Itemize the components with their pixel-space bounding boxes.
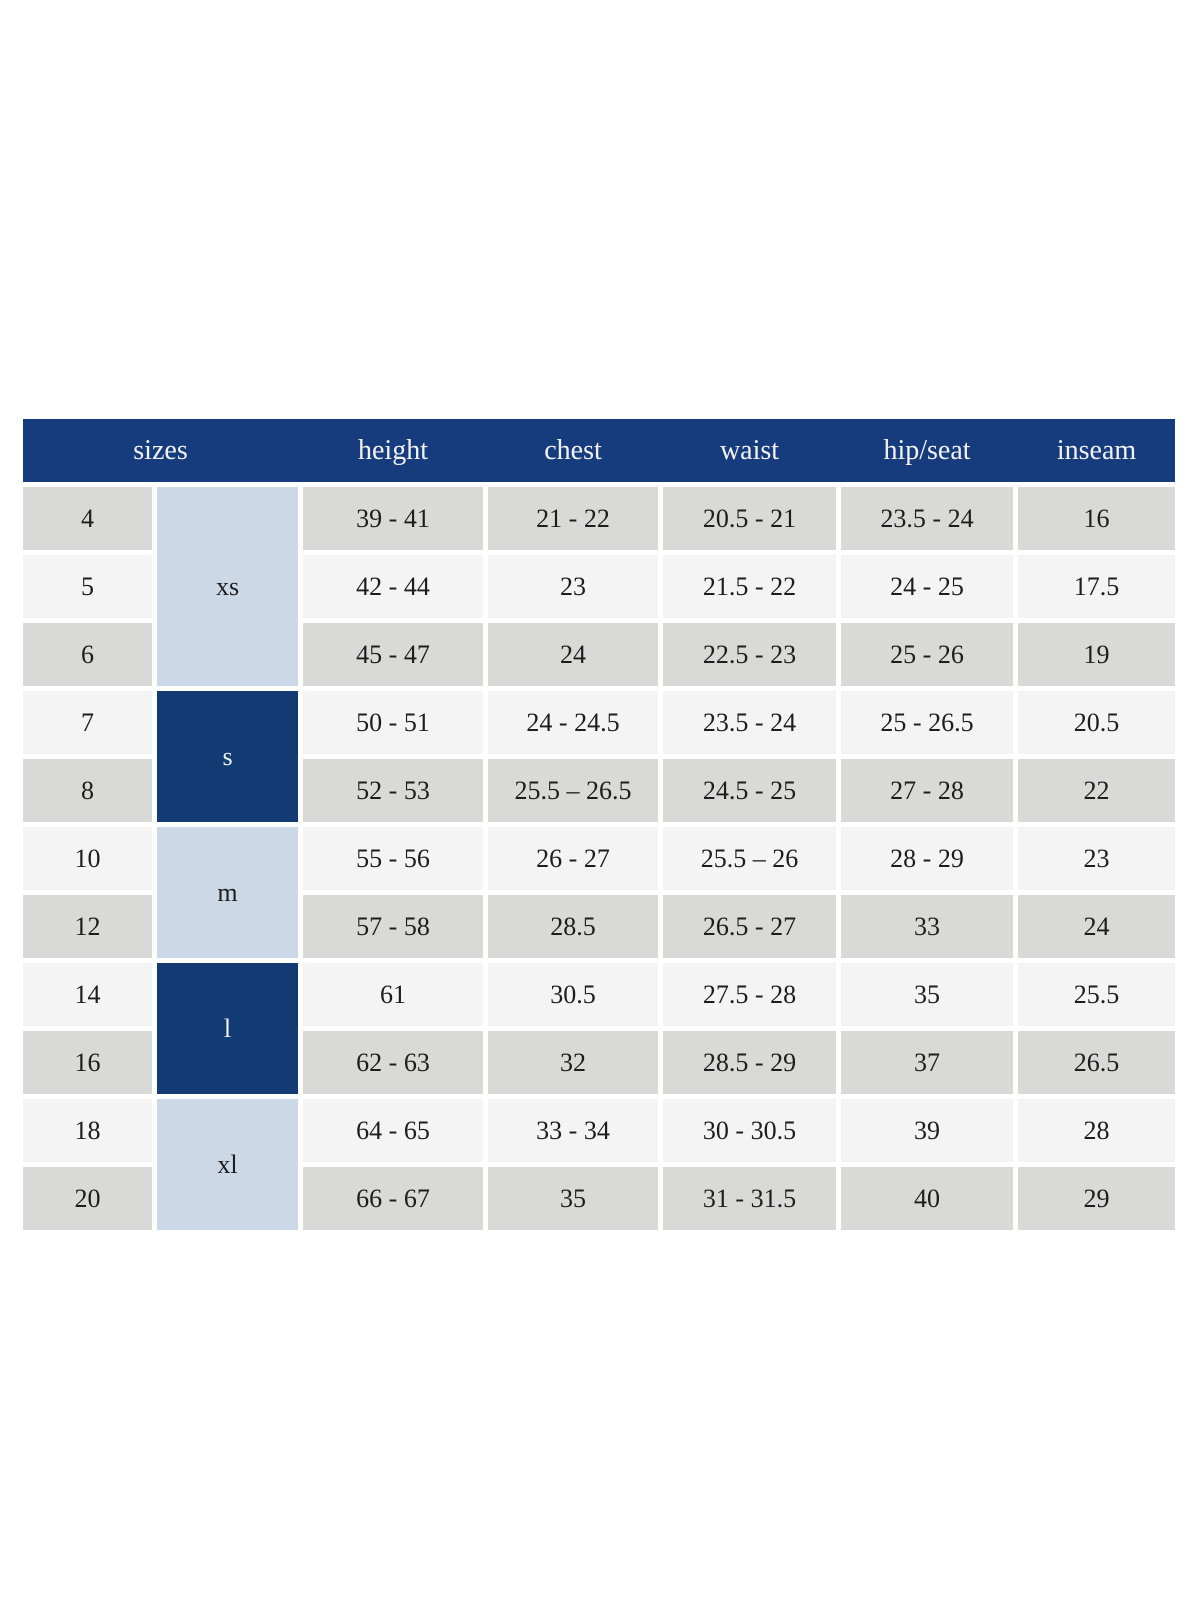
hip-seat-value-cell: 28 - 29 <box>841 827 1013 890</box>
inseam-value-cell: 24 <box>1018 895 1175 958</box>
chest-value-cell: 23 <box>488 555 658 618</box>
header-hip-seat: hip/seat <box>883 434 971 466</box>
inseam-value-cell: 22 <box>1018 759 1175 822</box>
height-value-cell: 66 - 67 <box>303 1167 483 1230</box>
height-value-cell: 50 - 51 <box>303 691 483 754</box>
waist-value-cell: 22.5 - 23 <box>663 623 836 686</box>
size-group-xl: xl <box>157 1099 298 1230</box>
header-waist: waist <box>719 434 780 466</box>
waist-value-cell: 28.5 - 29 <box>663 1031 836 1094</box>
waist-value-cell: 31 - 31.5 <box>663 1167 836 1230</box>
chest-value-cell: 30.5 <box>488 963 658 1026</box>
height-value-cell: 45 - 47 <box>303 623 483 686</box>
waist-value-cell: 24.5 - 25 <box>663 759 836 822</box>
table-header-row: sizes height chest waist hip/seat inseam <box>23 419 1175 482</box>
height-value-cell: 39 - 41 <box>303 487 483 550</box>
waist-value-cell: 30 - 30.5 <box>663 1099 836 1162</box>
inseam-value-cell: 19 <box>1018 623 1175 686</box>
inseam-value-cell: 29 <box>1018 1167 1175 1230</box>
chest-value-cell: 28.5 <box>488 895 658 958</box>
chest-value-cell: 25.5 – 26.5 <box>488 759 658 822</box>
size-number-cell: 8 <box>23 759 152 822</box>
inseam-value-cell: 25.5 <box>1018 963 1175 1026</box>
size-number-cell: 16 <box>23 1031 152 1094</box>
waist-value-cell: 27.5 - 28 <box>663 963 836 1026</box>
chest-value-cell: 24 <box>488 623 658 686</box>
size-number-cell: 6 <box>23 623 152 686</box>
size-group-xs: xs <box>157 487 298 686</box>
chest-value-cell: 24 - 24.5 <box>488 691 658 754</box>
size-group-m: m <box>157 827 298 958</box>
hip-seat-value-cell: 40 <box>841 1167 1013 1230</box>
size-number-cell: 5 <box>23 555 152 618</box>
size-number-cell: 20 <box>23 1167 152 1230</box>
height-value-cell: 42 - 44 <box>303 555 483 618</box>
hip-seat-value-cell: 27 - 28 <box>841 759 1013 822</box>
inseam-value-cell: 16 <box>1018 487 1175 550</box>
chest-value-cell: 35 <box>488 1167 658 1230</box>
header-inseam: inseam <box>1056 434 1137 466</box>
inseam-value-cell: 26.5 <box>1018 1031 1175 1094</box>
height-value-cell: 55 - 56 <box>303 827 483 890</box>
inseam-value-cell: 17.5 <box>1018 555 1175 618</box>
size-group-l: l <box>157 963 298 1094</box>
hip-seat-value-cell: 37 <box>841 1031 1013 1094</box>
waist-value-cell: 25.5 – 26 <box>663 827 836 890</box>
height-value-cell: 52 - 53 <box>303 759 483 822</box>
waist-value-cell: 26.5 - 27 <box>663 895 836 958</box>
inseam-value-cell: 28 <box>1018 1099 1175 1162</box>
hip-seat-value-cell: 25 - 26 <box>841 623 1013 686</box>
hip-seat-value-cell: 23.5 - 24 <box>841 487 1013 550</box>
size-number-cell: 10 <box>23 827 152 890</box>
hip-seat-value-cell: 33 <box>841 895 1013 958</box>
height-value-cell: 62 - 63 <box>303 1031 483 1094</box>
waist-value-cell: 20.5 - 21 <box>663 487 836 550</box>
size-table-body: xs s m l xl 4 39 - 41 21 - 22 20.5 - 21 23.5 - 24… <box>23 487 1175 1230</box>
size-group-s: s <box>157 691 298 822</box>
height-value-cell: 57 - 58 <box>303 895 483 958</box>
chest-value-cell: 33 - 34 <box>488 1099 658 1162</box>
height-value-cell: 64 - 65 <box>303 1099 483 1162</box>
size-number-cell: 14 <box>23 963 152 1026</box>
size-number-cell: 12 <box>23 895 152 958</box>
size-number-cell: 7 <box>23 691 152 754</box>
waist-value-cell: 23.5 - 24 <box>663 691 836 754</box>
chest-value-cell: 26 - 27 <box>488 827 658 890</box>
chest-value-cell: 32 <box>488 1031 658 1094</box>
size-chart-table: sizes height chest waist hip/seat inseam… <box>23 419 1175 1230</box>
inseam-value-cell: 20.5 <box>1018 691 1175 754</box>
header-height: height <box>358 434 428 466</box>
header-sizes: sizes <box>133 434 188 466</box>
hip-seat-value-cell: 24 - 25 <box>841 555 1013 618</box>
height-value-cell: 61 <box>303 963 483 1026</box>
inseam-value-cell: 23 <box>1018 827 1175 890</box>
size-number-cell: 4 <box>23 487 152 550</box>
waist-value-cell: 21.5 - 22 <box>663 555 836 618</box>
hip-seat-value-cell: 25 - 26.5 <box>841 691 1013 754</box>
hip-seat-value-cell: 35 <box>841 963 1013 1026</box>
chest-value-cell: 21 - 22 <box>488 487 658 550</box>
hip-seat-value-cell: 39 <box>841 1099 1013 1162</box>
size-number-cell: 18 <box>23 1099 152 1162</box>
header-chest: chest <box>544 434 602 466</box>
